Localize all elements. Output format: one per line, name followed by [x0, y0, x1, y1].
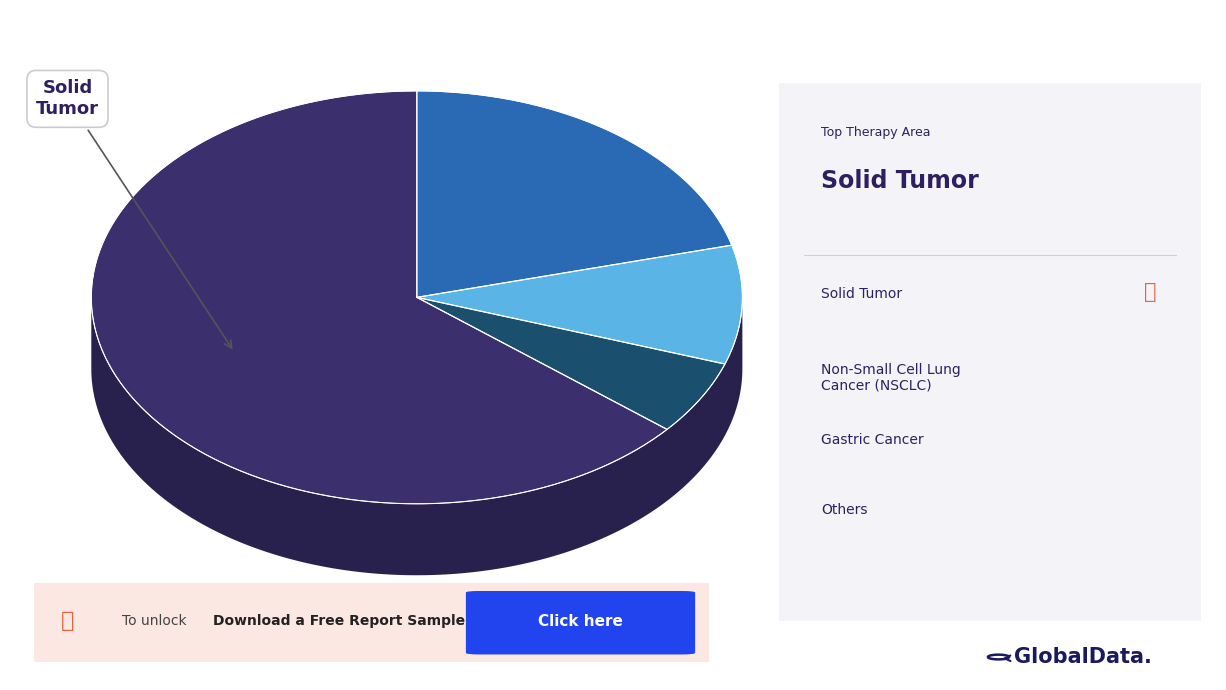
- Text: Solid Tumor: Solid Tumor: [821, 169, 978, 193]
- Text: Solid Tumor: Solid Tumor: [821, 287, 902, 302]
- Text: Solid
Tumor: Solid Tumor: [36, 79, 232, 348]
- Polygon shape: [417, 297, 725, 429]
- Polygon shape: [92, 91, 667, 504]
- Text: 🔒: 🔒: [61, 611, 75, 631]
- FancyBboxPatch shape: [466, 591, 695, 654]
- Polygon shape: [91, 297, 743, 575]
- FancyBboxPatch shape: [761, 61, 1219, 642]
- Text: Click here: Click here: [538, 613, 623, 629]
- Text: GlobalData.: GlobalData.: [1014, 647, 1152, 667]
- Polygon shape: [417, 91, 732, 297]
- Polygon shape: [417, 245, 743, 364]
- Text: Others: Others: [821, 502, 867, 517]
- FancyBboxPatch shape: [7, 580, 736, 666]
- Text: Top Therapy Area: Top Therapy Area: [821, 126, 931, 139]
- Text: Non-Small Cell Lung
Cancer (NSCLC): Non-Small Cell Lung Cancer (NSCLC): [821, 363, 960, 393]
- Text: 🔒: 🔒: [1145, 282, 1157, 302]
- Text: Download a Free Report Sample: Download a Free Report Sample: [213, 614, 465, 628]
- Text: Gastric Cancer: Gastric Cancer: [821, 433, 923, 446]
- Text: To unlock: To unlock: [123, 614, 186, 628]
